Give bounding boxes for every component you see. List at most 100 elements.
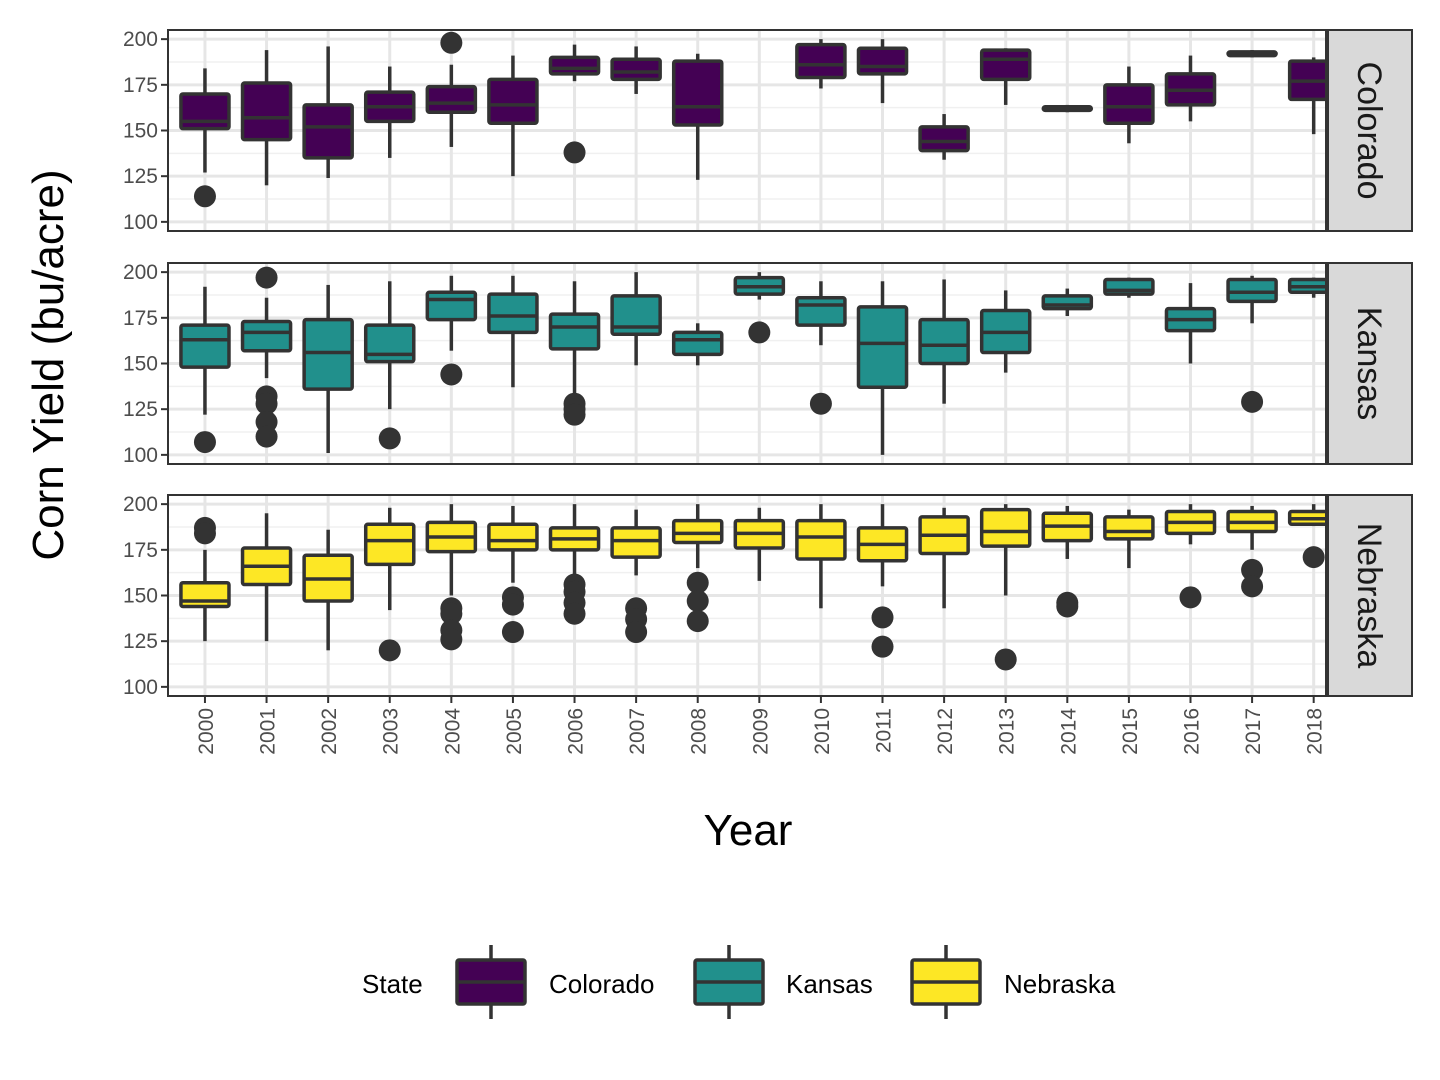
outlier-point [193,185,216,208]
x-tick-label: 2008 [688,708,711,755]
facet-strip [1327,494,1413,697]
box-iqr [610,526,662,559]
box-iqr [240,81,293,142]
box-iqr [610,294,662,337]
box-kansas-2002 [302,284,354,454]
y-tick-label: 150 [123,585,158,608]
box-iqr [487,522,539,552]
outlier-point [1302,546,1325,569]
box-nebraska-2004 [425,504,478,651]
box-iqr [179,580,231,609]
y-tick-label: 200 [123,261,158,284]
box-iqr [1103,83,1155,125]
y-tick-label: 150 [123,120,158,143]
box-kansas-2017 [1226,275,1278,413]
outlier-point [255,425,278,448]
box-kansas-2013 [979,290,1032,373]
box-colorado-2002 [302,46,354,179]
outlier-point [501,621,524,644]
outlier-point [563,141,586,164]
outlier-point [440,628,463,651]
x-tick-label: 2013 [996,708,1019,755]
legend-label: Colorado [549,969,655,999]
panel-colorado: 100 125 150 175 200 Colorado [123,28,1413,234]
outlier-point [563,403,586,426]
box-colorado-2003 [363,66,416,158]
box-iqr [487,292,539,335]
box-iqr [363,522,416,567]
y-tick-label: 125 [123,630,158,653]
legend: State Colorado Kansas Nebraska [362,945,1116,1019]
box-kansas-2008 [671,323,724,366]
box-iqr [302,103,354,160]
y-tick-label: 200 [123,493,158,516]
outlier-point [378,639,401,662]
box-nebraska-2017 [1226,505,1278,598]
x-tick-label: 2006 [565,708,588,755]
box-colorado-2006 [548,44,601,164]
outlier-point [871,635,894,658]
box-kansas-2006 [548,281,601,426]
box-colorado-2008 [671,53,724,180]
box-colorado-2004 [425,31,478,147]
x-tick-label: 2017 [1242,708,1265,755]
x-tick-label: 2018 [1304,708,1327,755]
box-nebraska-2002 [302,529,354,651]
box-iqr [671,518,724,545]
box-colorado-2000 [179,68,231,208]
panel-nebraska: 100 125 150 175 200 Nebraska [123,493,1413,699]
x-tick-label: 2014 [1057,708,1080,755]
box-nebraska-2003 [363,507,416,662]
x-tick-label: 2000 [195,708,218,755]
box-colorado-2011 [856,39,909,104]
box-iqr [795,295,847,327]
box-iqr [979,507,1032,548]
outlier-point [255,266,278,289]
box-kansas-2005 [487,275,539,388]
outlier-point [440,363,463,386]
outlier-point [1179,586,1202,609]
x-tick-label: 2003 [380,708,403,755]
box-colorado-2015 [1103,66,1155,144]
outlier-point [625,621,648,644]
panel-kansas: 100 125 150 175 200 Kansas [123,261,1413,467]
legend-label: Nebraska [1004,969,1116,999]
box-nebraska-2005 [487,505,539,644]
box-colorado-2012 [918,114,970,160]
box-colorado-2010 [795,39,847,89]
x-tick-label: 2005 [503,708,526,755]
x-tick-label: 2015 [1119,708,1142,755]
outlier-point [563,602,586,625]
box-colorado-2007 [610,46,662,94]
outlier-point [686,571,709,594]
box-iqr [302,317,354,391]
box-kansas-2012 [918,279,970,404]
box-nebraska-2008 [671,504,724,633]
facet-strip [1327,262,1413,465]
outlier-point [686,589,709,612]
box-iqr [856,305,909,390]
box-colorado-2001 [240,50,293,186]
box-nebraska-2016 [1164,504,1217,609]
outlier-point [1056,595,1079,618]
x-tick-label: 2010 [811,708,834,755]
box-kansas-2011 [856,281,909,455]
outlier-point [440,602,463,625]
box-iqr [979,48,1032,82]
outlier-point [871,606,894,629]
box-iqr [240,319,293,353]
box-iqr [179,323,231,369]
box-iqr [610,57,662,82]
x-tick-label: 2016 [1180,708,1203,755]
facet-panels: 100 125 150 175 200 Colorado 100 125 150 175 200 Ka… [123,28,1413,699]
box-kansas-2015 [1103,277,1155,298]
facet-strip-label: Nebraska [1350,523,1388,669]
box-kansas-2016 [1164,283,1217,364]
y-axis-title: Corn Yield (bu/acre) [24,169,73,560]
y-tick-label: 100 [123,211,158,234]
box-nebraska-2014 [1041,505,1094,618]
outlier-point [686,610,709,633]
box-nebraska-2009 [733,507,786,581]
box-nebraska-2015 [1103,509,1155,569]
box-iqr [548,55,601,76]
